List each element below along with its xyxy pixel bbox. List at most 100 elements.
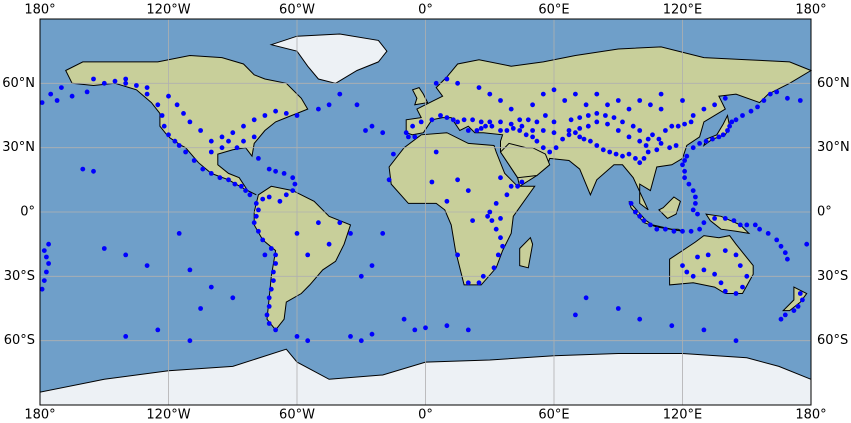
data-point bbox=[101, 80, 107, 86]
data-point bbox=[208, 171, 214, 176]
tick-label: 60°N bbox=[817, 76, 850, 91]
data-point bbox=[663, 226, 668, 232]
data-point bbox=[273, 327, 278, 333]
data-point bbox=[174, 102, 180, 108]
tick-label: 180° bbox=[795, 408, 826, 423]
tick-label: 120°W bbox=[146, 408, 190, 423]
data-point bbox=[650, 132, 655, 138]
data-point bbox=[637, 160, 643, 166]
data-point bbox=[277, 198, 283, 204]
data-point bbox=[553, 145, 559, 151]
data-point bbox=[483, 123, 488, 129]
data-point bbox=[266, 304, 272, 309]
data-point bbox=[271, 269, 276, 275]
data-point bbox=[690, 207, 696, 213]
data-point bbox=[241, 123, 246, 129]
data-point bbox=[256, 207, 261, 213]
data-point bbox=[643, 143, 649, 148]
data-point bbox=[54, 98, 60, 103]
data-point bbox=[566, 128, 572, 133]
data-point bbox=[412, 134, 418, 140]
data-point bbox=[615, 306, 621, 311]
data-point bbox=[718, 280, 724, 286]
data-point bbox=[637, 138, 643, 144]
data-point bbox=[675, 123, 681, 129]
data-point bbox=[380, 231, 386, 236]
left-lat-labels: 60°N 30°N 0° 30°S 60°S bbox=[2, 76, 35, 348]
data-point bbox=[637, 316, 643, 322]
data-point bbox=[187, 267, 193, 273]
data-point bbox=[476, 280, 482, 286]
data-point bbox=[504, 128, 510, 133]
data-point bbox=[690, 113, 696, 118]
data-point bbox=[283, 192, 289, 198]
data-point bbox=[515, 183, 520, 189]
scatter-points bbox=[39, 76, 810, 344]
data-point bbox=[230, 295, 236, 301]
data-point bbox=[583, 102, 589, 108]
data-point bbox=[401, 316, 407, 322]
data-point bbox=[701, 327, 707, 333]
data-point bbox=[455, 177, 460, 183]
tick-label: 120°E bbox=[663, 3, 703, 18]
data-point bbox=[155, 327, 161, 333]
data-point bbox=[560, 136, 565, 142]
data-point bbox=[273, 252, 278, 258]
data-point bbox=[386, 177, 392, 183]
data-point bbox=[547, 149, 553, 155]
data-point bbox=[804, 241, 810, 247]
data-point bbox=[176, 231, 182, 236]
data-point bbox=[737, 222, 743, 228]
tick-label: 0° bbox=[418, 3, 433, 18]
data-point bbox=[161, 123, 167, 129]
data-point bbox=[200, 166, 206, 172]
data-point bbox=[695, 211, 700, 217]
data-point bbox=[264, 312, 270, 318]
data-point bbox=[716, 134, 722, 140]
data-point bbox=[523, 132, 529, 138]
data-point bbox=[697, 226, 702, 232]
tick-label: 30°S bbox=[4, 269, 35, 284]
data-point bbox=[465, 128, 471, 133]
data-point bbox=[266, 166, 272, 172]
data-point bbox=[577, 125, 583, 131]
data-point bbox=[654, 226, 660, 232]
data-point bbox=[585, 113, 591, 118]
data-point bbox=[603, 113, 608, 118]
data-point bbox=[266, 194, 272, 200]
data-point bbox=[658, 91, 664, 97]
data-point bbox=[226, 138, 231, 144]
data-point bbox=[607, 149, 613, 155]
data-point bbox=[641, 218, 647, 224]
data-point bbox=[573, 312, 578, 318]
data-point bbox=[260, 196, 266, 202]
data-point bbox=[487, 91, 493, 97]
data-point bbox=[101, 246, 107, 251]
data-point bbox=[39, 100, 45, 105]
landmass-borneo bbox=[658, 196, 681, 220]
data-point bbox=[785, 95, 790, 101]
data-point bbox=[680, 162, 685, 168]
data-point bbox=[273, 168, 278, 174]
data-point bbox=[39, 286, 45, 292]
data-point bbox=[525, 117, 531, 123]
data-point bbox=[519, 123, 525, 129]
data-point bbox=[626, 106, 632, 112]
landmass-australia bbox=[669, 235, 754, 294]
data-point bbox=[498, 119, 503, 125]
data-point bbox=[498, 98, 503, 103]
data-point bbox=[686, 181, 692, 187]
data-point bbox=[626, 134, 632, 140]
data-point bbox=[573, 91, 578, 97]
data-point bbox=[530, 128, 535, 133]
data-point bbox=[337, 220, 343, 226]
data-point bbox=[797, 291, 803, 296]
data-point bbox=[166, 93, 171, 99]
data-point bbox=[172, 138, 178, 144]
data-point bbox=[498, 216, 503, 221]
data-point bbox=[476, 85, 482, 90]
data-point bbox=[487, 209, 493, 215]
data-point bbox=[217, 175, 223, 181]
data-point bbox=[615, 98, 621, 103]
